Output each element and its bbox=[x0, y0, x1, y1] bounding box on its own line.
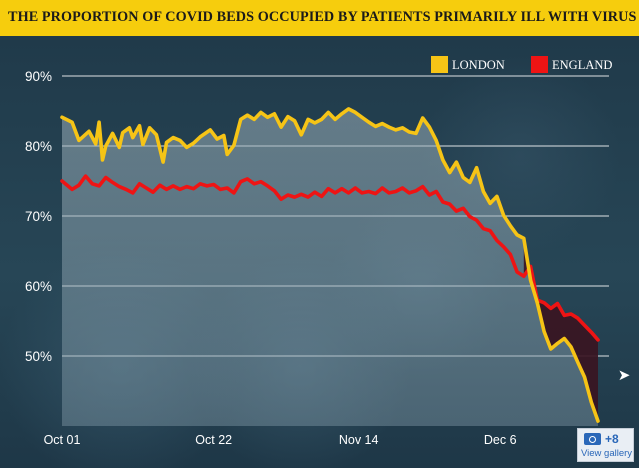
y-tick-label: 80% bbox=[25, 139, 52, 154]
y-tick-label: 70% bbox=[25, 209, 52, 224]
chart-title: THE PROPORTION OF COVID BEDS OCCUPIED BY… bbox=[8, 9, 637, 25]
gallery-label: View gallery bbox=[581, 448, 633, 459]
gap-area-fill bbox=[523, 238, 598, 422]
series-lines bbox=[60, 107, 600, 423]
y-tick-label: 90% bbox=[25, 69, 52, 84]
gallery-count: +8 bbox=[605, 432, 619, 446]
x-tick-label: Oct 22 bbox=[195, 433, 232, 447]
y-tick-label: 50% bbox=[25, 349, 52, 364]
x-tick-label: Nov 14 bbox=[339, 433, 379, 447]
camera-icon bbox=[584, 433, 601, 445]
area-fills bbox=[62, 108, 598, 427]
share-icon[interactable]: ➤ bbox=[617, 367, 631, 384]
legend-swatch bbox=[431, 56, 448, 73]
x-axis-labels: Oct 01 Oct 22 Nov 14 Dec 6 bbox=[44, 433, 517, 447]
london-area-fill bbox=[62, 108, 598, 427]
y-tick-label: 60% bbox=[25, 279, 52, 294]
x-tick-label: Dec 6 bbox=[484, 433, 517, 447]
london-line bbox=[60, 107, 600, 423]
x-tick-label: Oct 01 bbox=[44, 433, 81, 447]
title-bar: THE PROPORTION OF COVID BEDS OCCUPIED BY… bbox=[0, 0, 639, 36]
legend-label: LONDON bbox=[452, 58, 505, 72]
legend-label: ENGLAND bbox=[552, 58, 612, 72]
legend-swatch bbox=[531, 56, 548, 73]
england-line bbox=[60, 174, 600, 342]
y-axis-labels: 90% 80% 70% 60% 50% bbox=[25, 69, 52, 364]
legend: LONDON ENGLAND bbox=[431, 56, 612, 73]
view-gallery-button[interactable]: +8 View gallery bbox=[577, 428, 634, 462]
